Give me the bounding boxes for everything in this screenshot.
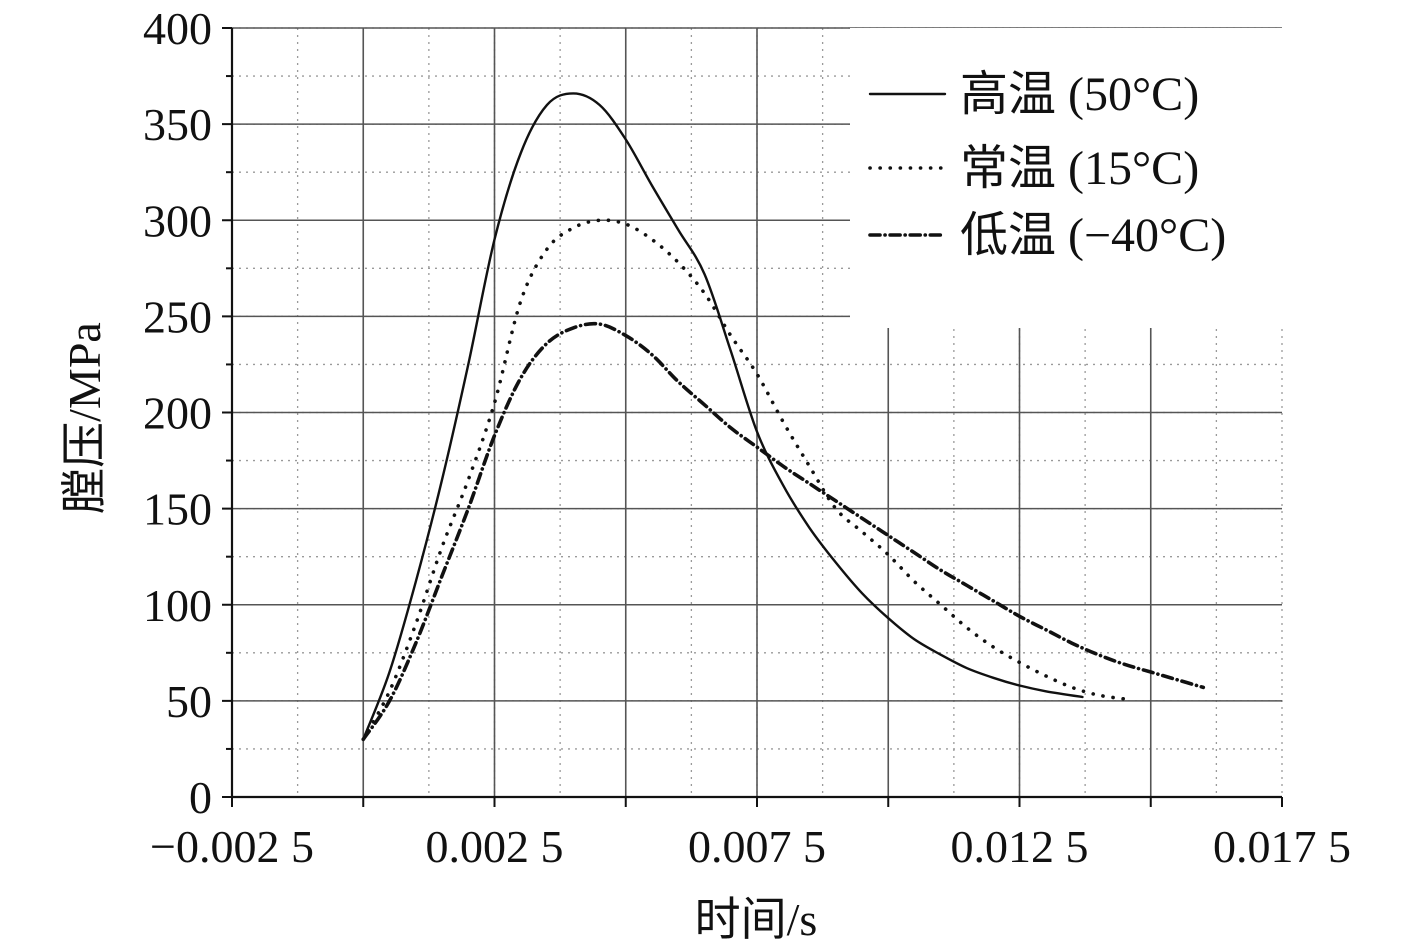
x-tick-label: 0.002 5 (426, 821, 564, 872)
x-tick-label: 0.017 5 (1213, 821, 1351, 872)
legend-label-normal-temp: 常温 (15°C) (960, 142, 1199, 195)
y-axis-title: 膛压/MPa (59, 322, 110, 514)
y-tick-label: 100 (143, 580, 212, 631)
legend-item-low-temp: 低温 (−40°C) (868, 209, 1226, 262)
series-normal-temp-line (361, 218, 1127, 742)
legend: 高温 (50°C) 常温 (15°C) 低温 (−40°C) (868, 68, 1226, 262)
x-tick-label: 0.012 5 (951, 821, 1089, 872)
x-tick-label: −0.002 5 (150, 821, 314, 872)
x-axis-title: 时间/s (695, 894, 818, 945)
legend-item-high-temp: 高温 (50°C) (868, 68, 1199, 121)
y-tick-label: 400 (143, 3, 212, 54)
y-tick-label: 250 (143, 291, 212, 342)
series-high-temp-line (362, 92, 1084, 741)
x-axis-ticks: −0.002 5 0.002 5 0.007 5 0.012 5 0.017 5 (150, 821, 1351, 872)
legend-label-high-temp: 高温 (50°C) (960, 68, 1199, 121)
legend-item-normal-temp: 常温 (15°C) (868, 142, 1199, 195)
legend-label-low-temp: 低温 (−40°C) (960, 209, 1226, 262)
series-layer (361, 92, 1206, 742)
series-low-temp-line (361, 321, 1206, 742)
y-tick-label: 200 (143, 388, 212, 439)
y-tick-label: 150 (143, 484, 212, 535)
axes (222, 27, 1283, 807)
x-tick-label: 0.007 5 (688, 821, 826, 872)
y-tick-label: 350 (143, 99, 212, 150)
y-tick-label: 50 (166, 676, 212, 727)
y-tick-label: 300 (143, 195, 212, 246)
y-axis-ticks: 0 50 100 150 200 250 300 350 400 (143, 3, 212, 823)
legend-background (850, 28, 1417, 328)
y-tick-label: 0 (189, 772, 212, 823)
